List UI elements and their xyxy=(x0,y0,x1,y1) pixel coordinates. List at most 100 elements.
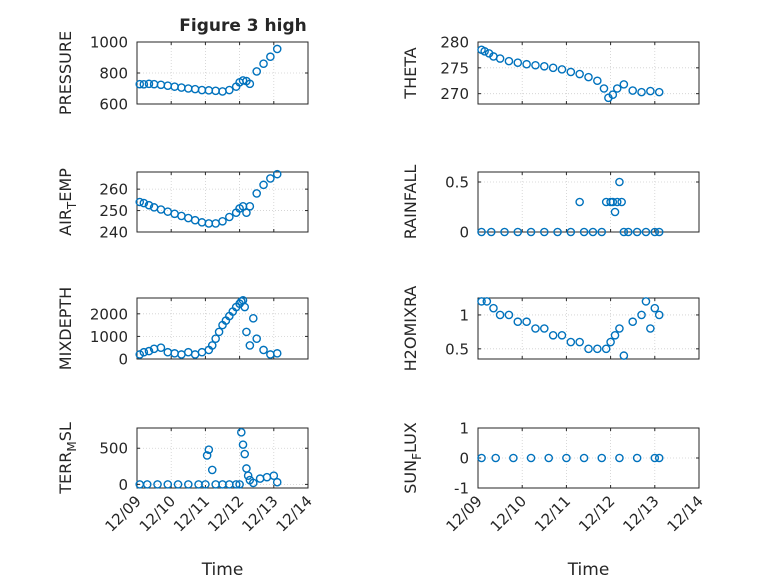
data-point xyxy=(144,346,154,356)
subplot-theta: 270 275 280 THETA xyxy=(401,34,700,105)
data-point xyxy=(272,169,282,179)
data-point xyxy=(197,218,207,227)
data-point xyxy=(272,477,282,487)
data-point xyxy=(650,227,660,237)
data-point xyxy=(486,227,496,237)
data-point xyxy=(526,453,536,463)
data-point xyxy=(593,76,602,86)
y-tick-label: 600 xyxy=(99,96,128,114)
data-point xyxy=(214,327,224,337)
data-point xyxy=(566,227,576,237)
y-axis-label: TERRMSL xyxy=(56,422,79,495)
y-tick-label: 280 xyxy=(440,34,469,52)
data-point xyxy=(163,207,173,216)
data-point xyxy=(489,303,498,313)
data-point xyxy=(218,480,227,489)
data-point xyxy=(646,324,655,333)
data-point xyxy=(579,453,589,463)
y-tick-label: 0.5 xyxy=(445,340,469,358)
y-tick-label: -1 xyxy=(454,480,469,498)
data-point xyxy=(477,227,486,237)
data-point xyxy=(606,337,615,347)
data-point xyxy=(599,84,609,93)
x-tick-label: 12/09 xyxy=(443,492,486,535)
data-point xyxy=(204,219,214,228)
data-point xyxy=(608,197,618,207)
subplot-mixdepth: 0 1000 2000 MIXDEPTH xyxy=(56,287,309,370)
data-point xyxy=(153,480,162,489)
data-point xyxy=(615,453,624,463)
data-point xyxy=(540,324,549,333)
data-point xyxy=(650,303,660,313)
y-tick-label: 0 xyxy=(459,450,469,468)
y-tick-label: 500 xyxy=(99,440,128,458)
data-point xyxy=(194,480,203,489)
data-point xyxy=(197,347,207,357)
data-point xyxy=(575,337,584,347)
data-point xyxy=(266,52,275,62)
data-point xyxy=(252,334,262,343)
axes-box xyxy=(136,427,309,489)
y-tick-label: 1 xyxy=(459,306,469,324)
data-point xyxy=(225,212,234,222)
data-point xyxy=(201,480,210,489)
data-point xyxy=(544,453,554,463)
data-point xyxy=(509,453,518,463)
data-point xyxy=(495,310,505,320)
y-tick-label: 275 xyxy=(440,59,469,77)
data-point xyxy=(211,86,220,96)
data-point xyxy=(269,471,279,481)
subplot-sun_flux: -1 0 1 12/09 12/10 12/11 12/12 12/13 12/14 Time SU… xyxy=(401,420,707,581)
data-point xyxy=(584,72,593,82)
data-point xyxy=(207,341,217,350)
data-point xyxy=(575,69,584,79)
data-point xyxy=(183,213,193,223)
data-point xyxy=(218,216,227,226)
data-point xyxy=(628,86,638,95)
data-point xyxy=(637,310,646,320)
data-point xyxy=(144,79,154,89)
y-axis-label: H2OMIXRA xyxy=(401,286,420,372)
data-point xyxy=(245,79,255,89)
x-tick-label: 12/11 xyxy=(170,492,213,535)
data-point xyxy=(259,180,268,190)
data-point xyxy=(531,60,540,70)
data-point xyxy=(557,330,567,340)
data-point xyxy=(231,480,241,489)
y-tick-label: 250 xyxy=(99,202,128,220)
y-tick-label: 240 xyxy=(99,224,128,242)
data-point xyxy=(235,480,244,489)
data-point xyxy=(513,317,523,327)
data-point xyxy=(632,453,642,463)
data-point xyxy=(646,86,655,96)
data-point xyxy=(190,350,200,359)
data-point xyxy=(204,86,214,95)
data-point xyxy=(579,227,589,237)
data-point xyxy=(272,349,282,358)
data-point xyxy=(240,302,250,312)
subplot-rainfall: 0 0.5 RAINFALL xyxy=(401,165,700,242)
x-tick-label: 12/13 xyxy=(238,492,281,535)
data-point xyxy=(139,198,149,208)
data-point xyxy=(211,334,220,343)
y-tick-label: 270 xyxy=(440,85,469,103)
x-tick-label: 12/10 xyxy=(136,492,179,535)
y-tick-label: 1000 xyxy=(90,328,128,346)
data-point xyxy=(500,227,509,237)
y-tick-label: 0 xyxy=(118,476,128,494)
data-point xyxy=(243,471,253,481)
x-tick-label: 12/12 xyxy=(204,492,247,535)
y-tick-label: 2000 xyxy=(90,305,128,323)
data-point xyxy=(135,350,145,359)
data-point xyxy=(612,197,622,207)
data-point xyxy=(477,453,486,463)
data-point xyxy=(566,337,576,347)
data-point xyxy=(654,227,664,237)
data-point xyxy=(245,201,255,211)
x-tick-label: 12/14 xyxy=(664,492,707,535)
data-point xyxy=(641,297,651,306)
data-point xyxy=(266,350,275,359)
data-point xyxy=(225,480,234,489)
data-point xyxy=(615,177,624,187)
